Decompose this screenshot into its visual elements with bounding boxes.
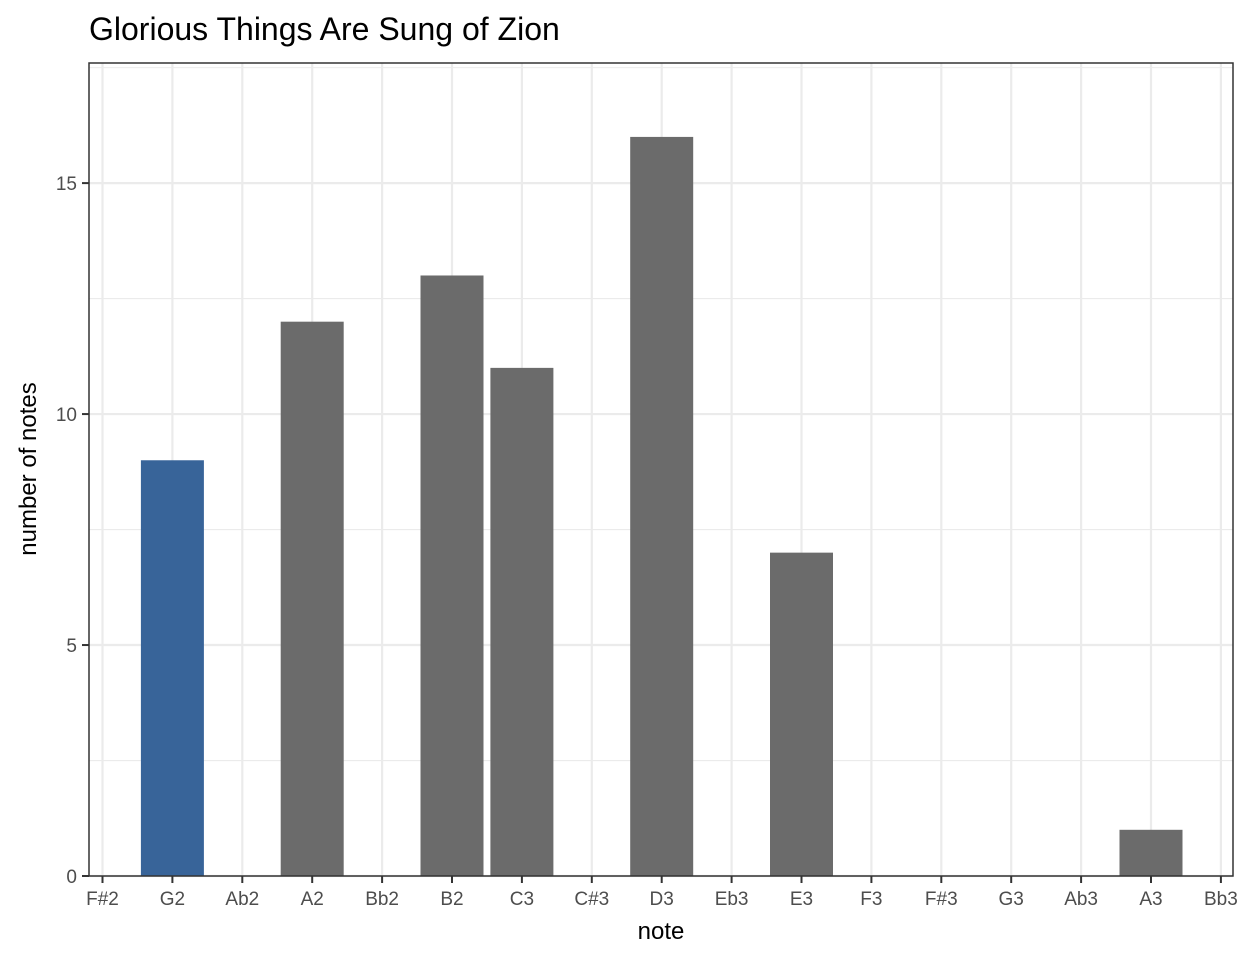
x-tick-label: B2 [440,889,463,910]
y-tick-label: 15 [56,174,77,195]
x-tick-label: F#2 [86,889,119,910]
bar-b2 [420,275,484,876]
bar-c3 [490,367,554,876]
x-tick-label: G3 [999,889,1024,910]
x-tick-label: G2 [160,889,185,910]
y-axis: 0 5 10 15 [56,174,89,888]
x-tick-label: C3 [510,889,534,910]
x-tick-label: Bb3 [1204,889,1238,910]
bar-a2 [280,321,344,876]
x-tick-label: D3 [650,889,674,910]
x-tick-label: Eb3 [715,889,749,910]
x-tick-label: Ab3 [1064,889,1098,910]
bar-e3 [770,552,833,876]
x-tick-label: Bb2 [365,889,399,910]
x-tick-label: E3 [790,889,813,910]
x-axis: F#2 G2 Ab2 A2 Bb2 B2 C3 C#3 D3 Eb3 E3 F3 F#3 G3 Ab3 A3 B… [86,876,1238,910]
x-tick-label: F3 [860,889,882,910]
bar-g2 [140,460,204,876]
x-tick-label: Ab2 [225,889,259,910]
y-tick-label: 0 [66,867,77,888]
x-tick-label: A3 [1139,889,1162,910]
y-tick-label: 5 [66,636,77,657]
y-axis-title: number of notes [15,382,42,555]
x-tick-label: C#3 [574,889,609,910]
bar-d3 [630,136,694,877]
x-axis-title: note [638,918,685,945]
chart-title: Glorious Things Are Sung of Zion [89,11,560,47]
bar-a3 [1119,829,1183,876]
x-tick-label: A2 [301,889,324,910]
bars [140,136,1183,877]
x-tick-label: F#3 [925,889,958,910]
y-tick-label: 10 [56,405,77,426]
